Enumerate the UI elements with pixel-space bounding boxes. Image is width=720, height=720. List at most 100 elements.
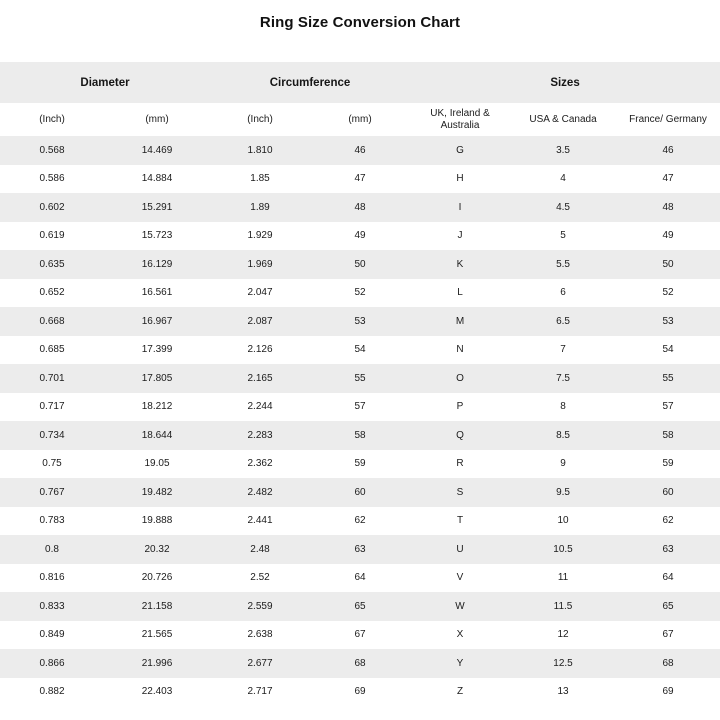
table-cell: 19.05 [144,458,170,470]
table-cell: 21.996 [141,657,173,669]
table-cell: 68 [662,657,674,669]
table-cell: 16.129 [141,258,173,270]
table-cell: 1.969 [247,258,273,270]
group-header-row: Diameter Circumference Sizes [0,62,720,103]
table-cell: 18.644 [141,429,173,441]
table-cell: 50 [662,258,674,270]
table-row: 0.717 18.212 2.244 57 P 8 57 [0,392,720,421]
table-cell: 48 [354,201,366,213]
table-cell: 15.723 [141,230,173,242]
table-cell: 2.441 [247,515,273,527]
table-cell: 0.849 [39,629,65,641]
table-row: 0.882 22.403 2.717 69 Z 13 69 [0,677,720,706]
table-row: 0.685 17.399 2.126 54 N 7 54 [0,335,720,364]
table-cell: 62 [354,515,366,527]
table-cell: 6.5 [556,315,570,327]
table-cell: 9 [560,458,566,470]
table-cell: 14.469 [141,144,173,156]
table-cell: 2.482 [247,486,273,498]
table-cell: P [456,401,464,413]
table-cell: Q [456,429,464,441]
table-cell: S [456,486,464,498]
table-cell: 1.929 [247,230,273,242]
table-cell: 12.5 [553,657,573,669]
table-cell: 7 [560,344,566,356]
table-cell: 16.561 [141,287,173,299]
table-cell: 7.5 [556,372,570,384]
table-cell: 21.158 [141,600,173,612]
table-cell: 0.568 [39,144,65,156]
table-cell: I [458,201,462,213]
table-cell: 52 [354,287,366,299]
table-cell: 58 [354,429,366,441]
table-cell: 1.810 [247,144,273,156]
table-cell: 2.677 [247,657,273,669]
group-header-circumference: Circumference [269,76,351,89]
table-cell: 20.726 [141,572,173,584]
table-cell: 53 [354,315,366,327]
table-row: 0.619 15.723 1.929 49 J 5 49 [0,221,720,250]
table-cell: 65 [354,600,366,612]
table-cell: 21.565 [141,629,173,641]
table-row: 0.734 18.644 2.283 58 Q 8.5 58 [0,421,720,450]
table-row: 0.701 17.805 2.165 55 O 7.5 55 [0,364,720,393]
table-cell: 53 [662,315,674,327]
table-cell: 65 [662,600,674,612]
table-cell: 2.244 [247,401,273,413]
table-cell: 19.482 [141,486,173,498]
table-cell: 0.8 [45,543,59,555]
table-row: 0.635 16.129 1.969 50 K 5.5 50 [0,250,720,279]
table-cell: 0.866 [39,657,65,669]
table-cell: 6 [560,287,566,299]
table-cell: 63 [354,543,366,555]
table-cell: 48 [662,201,674,213]
table-cell: 13 [557,686,569,698]
table-cell: N [456,344,464,356]
table-cell: 2.165 [247,372,273,384]
table-cell: 0.734 [39,429,65,441]
table-cell: K [456,258,464,270]
table-cell: 22.403 [141,686,173,698]
table-cell: 17.805 [141,372,173,384]
table-cell: 5 [560,230,566,242]
table-cell: 0.783 [39,515,65,527]
column-header-diameter-inch: (Inch) [39,113,65,125]
table-cell: 58 [662,429,674,441]
table-cell: 67 [662,629,674,641]
table-cell: 2.559 [247,600,273,612]
table-cell: M [455,315,465,327]
table-cell: 8.5 [556,429,570,441]
table-cell: 60 [354,486,366,498]
table-cell: Z [456,686,464,698]
table-cell: 2.362 [247,458,273,470]
table-cell: 0.685 [39,344,65,356]
column-header-usa-canada: USA & Canada [529,113,597,125]
table-row: 0.816 20.726 2.52 64 V 11 64 [0,563,720,592]
table-cell: 0.767 [39,486,65,498]
table-cell: 20.32 [144,543,170,555]
table-cell: J [457,230,463,242]
group-header-diameter: Diameter [80,76,130,89]
table-cell: 0.75 [42,458,62,470]
table-cell: W [455,600,465,612]
table-row: 0.783 19.888 2.441 62 T 10 62 [0,506,720,535]
table-cell: 59 [354,458,366,470]
table-cell: 4 [560,173,566,185]
table-cell: 0.701 [39,372,65,384]
table-row: 0.652 16.561 2.047 52 L 6 52 [0,278,720,307]
table-cell: 11.5 [553,600,573,612]
table-cell: 16.967 [141,315,173,327]
table-cell: 69 [354,686,366,698]
table-cell: 63 [662,543,674,555]
table-cell: 2.52 [250,572,270,584]
table-cell: 0.833 [39,600,65,612]
table-cell: 2.638 [247,629,273,641]
table-row: 0.8 20.32 2.48 63 U 10.5 63 [0,535,720,564]
column-header-circumference-mm: (mm) [348,113,372,125]
table-cell: X [456,629,464,641]
table-cell: 0.816 [39,572,65,584]
table-cell: Y [456,657,464,669]
table-cell: 68 [354,657,366,669]
column-header-france-germany: France/ Germany [629,113,707,125]
table-cell: 12 [557,629,569,641]
